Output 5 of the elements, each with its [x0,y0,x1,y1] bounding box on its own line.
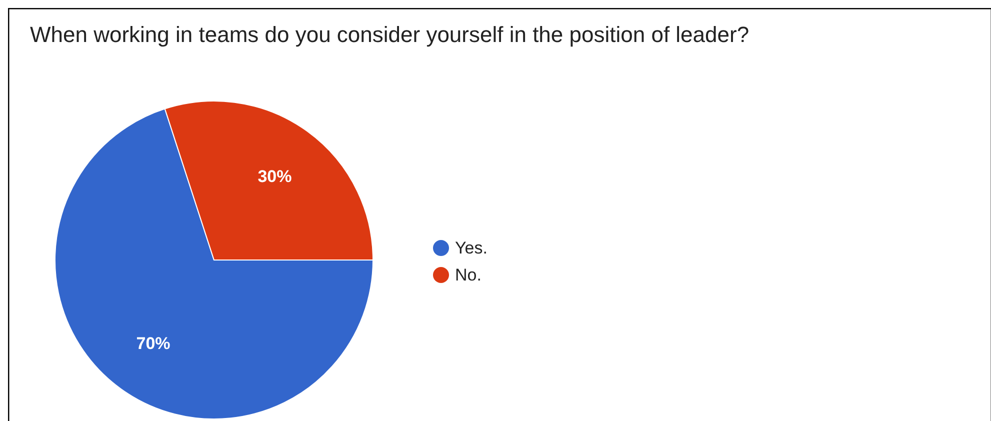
legend-label: No. [455,266,482,284]
chart-title: When working in teams do you consider yourself in the position of leader? [30,22,750,47]
data-label: 70% [136,334,170,354]
data-label: 30% [258,166,292,186]
legend-label: Yes. [455,238,488,258]
